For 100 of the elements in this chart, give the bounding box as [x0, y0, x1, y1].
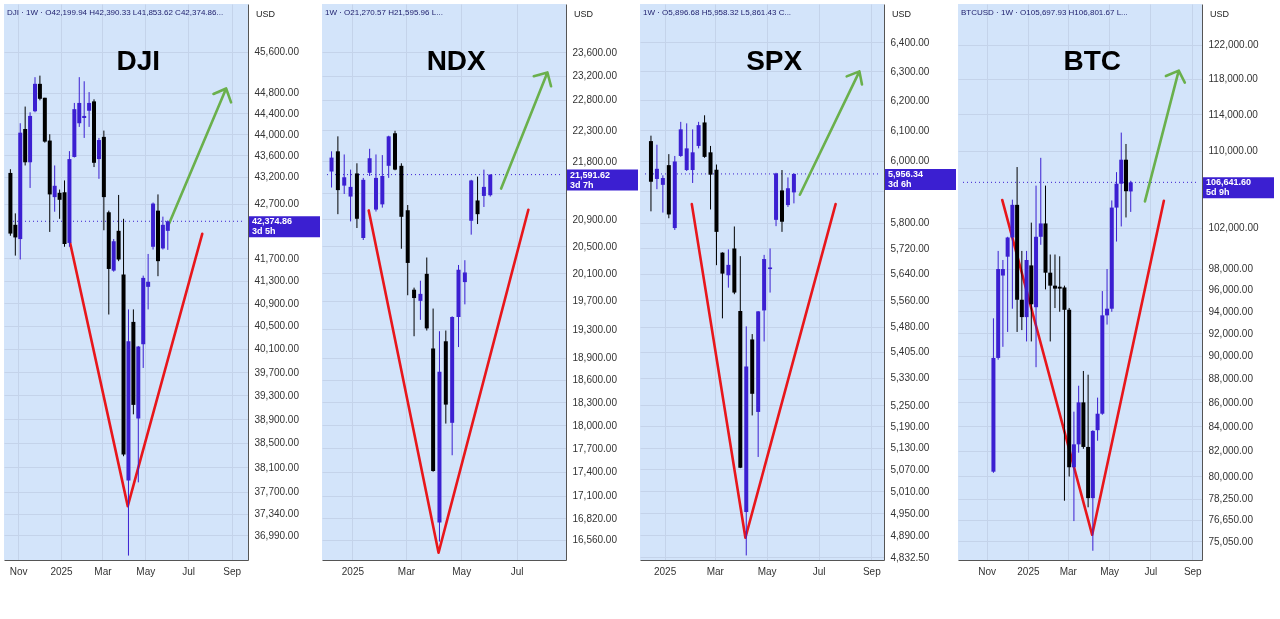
- x-tick-label: 2025: [1017, 565, 1040, 577]
- y-tick-label: 23,600.00: [572, 46, 618, 58]
- y-tick-label: 36,990.00: [254, 529, 300, 541]
- x-tick-label: Jul: [182, 565, 196, 577]
- y-tick-label: 20,100.00: [572, 267, 618, 279]
- y-tick-label: 5,405.00: [890, 346, 930, 358]
- candlestick: [1048, 254, 1053, 342]
- text: 1W · O21,270.57 H21,595.96 L...: [325, 8, 443, 17]
- y-tick-label: 20,900.00: [572, 213, 618, 225]
- text: SPX: [746, 45, 803, 76]
- y-tick-label: 41,700.00: [254, 252, 300, 264]
- y-tick-label: 5,010.00: [890, 485, 930, 497]
- y-tick-label: 5,070.00: [890, 463, 930, 475]
- chart-subtitle: DJI · 1W · O42,199.94 H42,390.33 L41,853.62 C42,374.86...: [7, 8, 224, 17]
- ref-line-label: 5,956.34 3d 6h: [888, 168, 924, 189]
- y-tick-label: 18,300.00: [572, 396, 618, 408]
- candlestick: [1005, 236, 1010, 333]
- y-tick-label: 44,000.00: [254, 128, 300, 140]
- y-tick-label: 40,900.00: [254, 297, 300, 309]
- y-tick-label: 44,800.00: [254, 87, 300, 99]
- text: BTC: [1063, 45, 1121, 76]
- x-tick-label: 2025: [50, 565, 74, 577]
- y-tick-label: 92,000.00: [1208, 327, 1254, 339]
- y-tick-label: 76,650.00: [1208, 514, 1254, 526]
- x-tick-label: Jul: [812, 565, 826, 577]
- ref-line-label: 106,641.60 5d 9h: [1206, 177, 1252, 198]
- candlestick: [412, 287, 417, 337]
- x-tick-label: Mar: [706, 565, 725, 577]
- x-tick-label: Mar: [1059, 565, 1078, 577]
- candlestick: [1071, 411, 1076, 522]
- y-tick-label: 5,190.00: [890, 420, 930, 432]
- y-tick-label: 38,900.00: [254, 413, 300, 425]
- y-tick-label: 6,400.00: [890, 36, 930, 48]
- y-tick-label: 17,100.00: [572, 490, 618, 502]
- y-tick-label: 5,130.00: [890, 442, 930, 454]
- text: USD: [1210, 9, 1230, 19]
- candlestick: [660, 174, 665, 214]
- text: NDX: [426, 45, 487, 76]
- candlestick: [684, 122, 689, 172]
- line-series: [1143, 69, 1187, 203]
- text: USD: [256, 9, 276, 19]
- text: USD: [892, 9, 912, 19]
- y-tick-label: 122,000.00: [1208, 39, 1259, 51]
- x-tick-label: Nov: [978, 565, 997, 577]
- x-tick-label: Mar: [397, 565, 416, 577]
- y-tick-label: 110,000.00: [1208, 145, 1259, 157]
- x-tick-label: May: [1100, 565, 1120, 577]
- x-tick-label: May: [452, 565, 472, 577]
- x-tick-label: May: [757, 565, 777, 577]
- y-tick-label: 4,832.50: [890, 551, 930, 563]
- y-tick-label: 19,300.00: [572, 323, 618, 335]
- candlestick: [1095, 397, 1100, 442]
- x-tick-label: Sep: [1183, 565, 1203, 577]
- y-tick-label: 5,640.00: [890, 268, 930, 280]
- candlestick: [785, 176, 790, 208]
- candlestick: [726, 248, 731, 289]
- candlestick: [52, 164, 57, 213]
- y-tick-label: 20,500.00: [572, 240, 618, 252]
- candlestick: [1057, 255, 1062, 313]
- y-tick-label: 37,700.00: [254, 486, 300, 498]
- y-tick-label: 96,000.00: [1208, 284, 1254, 296]
- y-tick-label: 5,480.00: [890, 321, 930, 333]
- candlestick: [87, 91, 92, 128]
- x-tick-label: 2025: [653, 565, 677, 577]
- y-tick-label: 75,050.00: [1208, 535, 1254, 547]
- y-tick-label: 39,700.00: [254, 366, 300, 378]
- y-tick-label: 17,700.00: [572, 442, 618, 454]
- candlestick: [462, 259, 467, 305]
- line-series: [798, 70, 864, 197]
- y-tick-label: 114,000.00: [1208, 108, 1259, 120]
- candlestick: [481, 169, 486, 208]
- ref-line-label: 42,374.86 3d 5h: [252, 216, 293, 237]
- y-tick-label: 80,000.00: [1208, 470, 1254, 482]
- y-tick-label: 22,800.00: [572, 94, 618, 106]
- y-tick-label: 18,000.00: [572, 419, 618, 431]
- y-tick-label: 37,340.00: [254, 508, 300, 520]
- y-tick-label: 38,500.00: [254, 437, 300, 449]
- x-tick-label: May: [136, 565, 156, 577]
- y-tick-label: 41,300.00: [254, 275, 300, 287]
- y-tick-label: 19,700.00: [572, 295, 618, 307]
- x-tick-label: Mar: [94, 565, 113, 577]
- candlestick: [418, 280, 423, 321]
- y-tick-label: 43,200.00: [254, 171, 300, 183]
- x-tick-label: 2025: [341, 565, 365, 577]
- chart-subtitle: BTCUSD · 1W · O105,697.93 H106,801.67 L...: [961, 8, 1128, 17]
- candlestick: [768, 247, 773, 294]
- x-tick-label: Jul: [1144, 565, 1158, 577]
- candlestick: [696, 121, 701, 149]
- y-tick-label: 16,560.00: [572, 534, 618, 546]
- y-tick-label: 6,000.00: [890, 155, 930, 167]
- ref-line-label: 21,591.62 3d 7h: [570, 169, 611, 190]
- y-tick-label: 39,300.00: [254, 389, 300, 401]
- y-tick-label: 5,250.00: [890, 399, 930, 411]
- y-tick-label: 40,100.00: [254, 343, 300, 355]
- y-tick-label: 6,100.00: [890, 124, 930, 136]
- x-tick-label: Nov: [9, 565, 28, 577]
- y-tick-label: 5,560.00: [890, 294, 930, 306]
- y-tick-label: 5,330.00: [890, 372, 930, 384]
- y-tick-label: 17,400.00: [572, 466, 618, 478]
- x-tick-label: Sep: [223, 565, 242, 577]
